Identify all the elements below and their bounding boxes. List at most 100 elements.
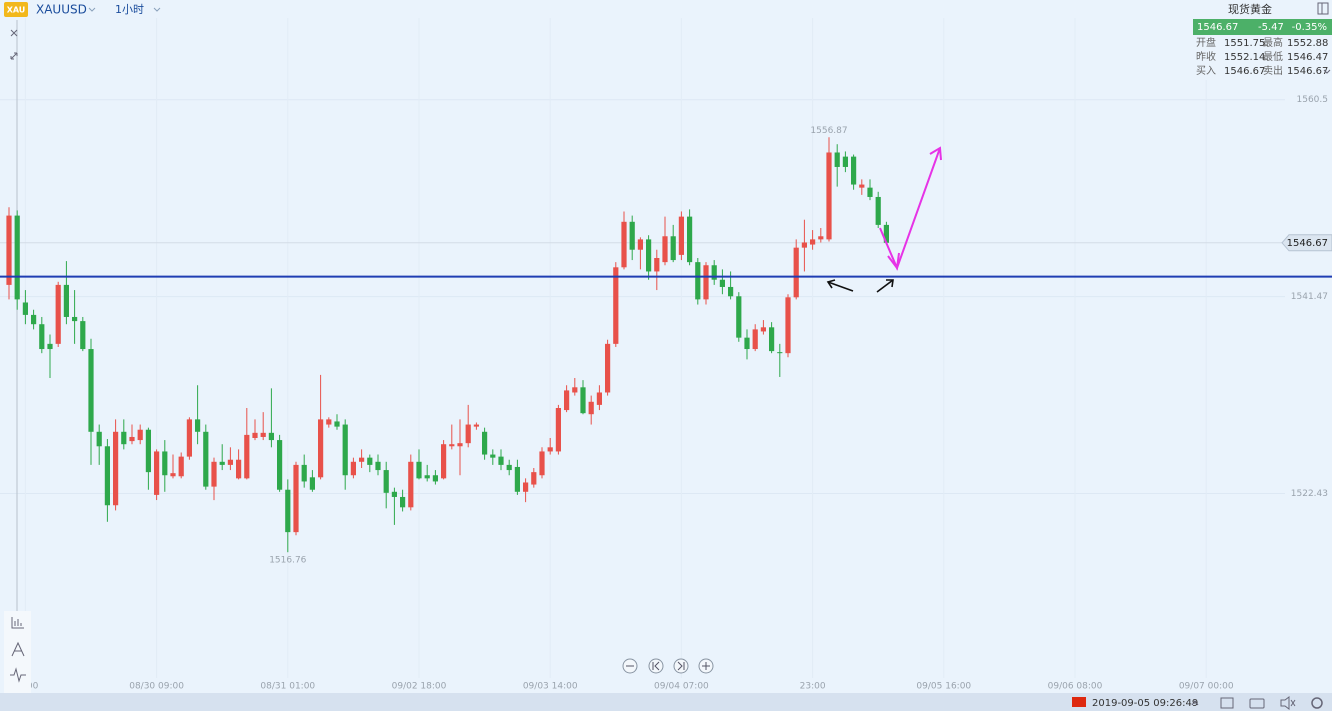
candle-body xyxy=(309,477,315,490)
candle-body xyxy=(391,491,397,497)
candle-body xyxy=(760,327,766,332)
symbol[interactable]: XAUUSD xyxy=(36,3,87,17)
candle-body xyxy=(416,461,422,479)
interval[interactable]: 1小时 xyxy=(115,3,144,16)
candle-body xyxy=(719,279,725,287)
x-tick-label: 08/30 09:00 xyxy=(129,682,184,692)
settings-icon[interactable] xyxy=(1311,697,1323,709)
arrow-head xyxy=(886,279,894,288)
quote-change-pct: -0.35% xyxy=(1292,22,1327,33)
quote-expand xyxy=(1323,69,1331,74)
y-tick-label: 1522.43 xyxy=(1291,489,1328,499)
candle-body xyxy=(588,401,594,415)
candle-body xyxy=(465,424,471,444)
candle-body xyxy=(145,429,151,473)
candle-body xyxy=(777,352,783,354)
candle-body xyxy=(252,432,258,438)
candle-body xyxy=(564,390,570,411)
candle-body xyxy=(326,419,332,425)
indicator-tool[interactable] xyxy=(11,617,24,629)
expand-tool[interactable] xyxy=(10,52,18,60)
candle-body xyxy=(211,461,217,487)
candle-body xyxy=(851,156,857,185)
quote-value: 1552.88 xyxy=(1287,38,1328,49)
scroll-start[interactable] xyxy=(648,658,664,674)
draw-tool[interactable] xyxy=(11,641,25,657)
quote-panel xyxy=(1192,0,1332,80)
symbol-icon xyxy=(4,2,28,17)
candle-body xyxy=(859,184,865,188)
candle-body xyxy=(375,461,381,471)
candle-body xyxy=(203,431,209,487)
high-label: 1556.87 xyxy=(810,126,847,136)
candle-body xyxy=(383,470,389,493)
candle-body xyxy=(744,337,750,350)
candle-body xyxy=(63,284,69,317)
candle-body xyxy=(80,321,86,350)
scroll-end[interactable] xyxy=(673,658,689,674)
flag xyxy=(1072,697,1086,707)
candle-body xyxy=(769,327,775,352)
candle-body xyxy=(482,431,488,455)
candle-body xyxy=(670,236,676,261)
candle-body xyxy=(605,343,611,393)
candle-body xyxy=(244,434,250,479)
candle-body xyxy=(260,432,266,437)
candle-body xyxy=(629,221,635,250)
candle-body xyxy=(88,349,94,432)
candle-body xyxy=(236,459,242,479)
chevron xyxy=(153,7,161,12)
candle-body xyxy=(596,392,602,405)
candle-body xyxy=(728,286,734,297)
candle-body xyxy=(22,302,28,315)
candle-body xyxy=(441,444,447,479)
candle-body xyxy=(867,187,873,197)
candle-body xyxy=(162,451,168,476)
candle-body xyxy=(883,224,889,243)
window-icon[interactable] xyxy=(1220,697,1234,709)
symbol-icon-text: XAU xyxy=(7,6,26,15)
candle-body xyxy=(227,459,233,465)
candle-body xyxy=(14,215,20,300)
candle-body xyxy=(277,440,283,490)
candle-body xyxy=(170,473,176,477)
black-arrow xyxy=(827,281,854,292)
wave-tool[interactable] xyxy=(10,667,26,683)
candle-body xyxy=(531,472,537,485)
candle-body xyxy=(555,408,561,452)
mute-icon[interactable] xyxy=(1280,696,1296,710)
x-tick-label: 09/05 16:00 xyxy=(916,682,971,692)
candle-body xyxy=(400,496,406,508)
candle-body xyxy=(137,429,143,441)
black-arrow xyxy=(876,279,894,293)
close-tool[interactable] xyxy=(10,29,18,37)
candle-body xyxy=(449,444,455,447)
candle-body xyxy=(113,431,119,506)
candle-body xyxy=(810,239,816,245)
x-tick-label: 08/31 01:00 xyxy=(260,682,315,692)
camera-icon[interactable] xyxy=(1249,698,1265,709)
candle-body xyxy=(539,451,545,476)
candle-body xyxy=(711,265,717,280)
candle-body xyxy=(547,447,553,452)
datetime: 2019-09-05 09:26:49 xyxy=(1092,698,1198,709)
candle-body xyxy=(301,464,307,482)
candle-body xyxy=(186,419,192,457)
candle-body xyxy=(801,242,807,248)
candle-body xyxy=(826,152,832,240)
x-tick-label: 09/03 14:00 xyxy=(523,682,578,692)
candle-body xyxy=(613,267,619,344)
candle-body xyxy=(367,457,373,465)
candle-body xyxy=(736,296,742,338)
candle-body xyxy=(154,451,160,495)
panel-toggle[interactable] xyxy=(1317,2,1329,15)
quote-bar xyxy=(1193,19,1332,35)
x-tick-label: 09/02 18:00 xyxy=(392,682,447,692)
x-tick-label: 09/04 07:00 xyxy=(654,682,709,692)
status-bar xyxy=(0,693,1332,711)
chevron-up[interactable] xyxy=(1191,700,1199,706)
candle-body xyxy=(96,431,102,447)
candle-body xyxy=(285,489,291,533)
